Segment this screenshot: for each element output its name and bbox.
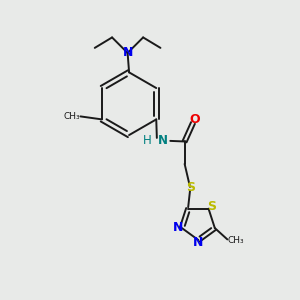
Text: N: N bbox=[158, 134, 168, 147]
Text: N: N bbox=[193, 236, 203, 249]
Text: O: O bbox=[189, 113, 200, 127]
Text: CH₃: CH₃ bbox=[227, 236, 244, 245]
Text: N: N bbox=[173, 221, 184, 234]
Text: H: H bbox=[143, 134, 152, 147]
Text: N: N bbox=[122, 46, 133, 59]
Text: CH₃: CH₃ bbox=[64, 112, 80, 121]
Text: S: S bbox=[208, 200, 217, 213]
Text: S: S bbox=[186, 181, 195, 194]
